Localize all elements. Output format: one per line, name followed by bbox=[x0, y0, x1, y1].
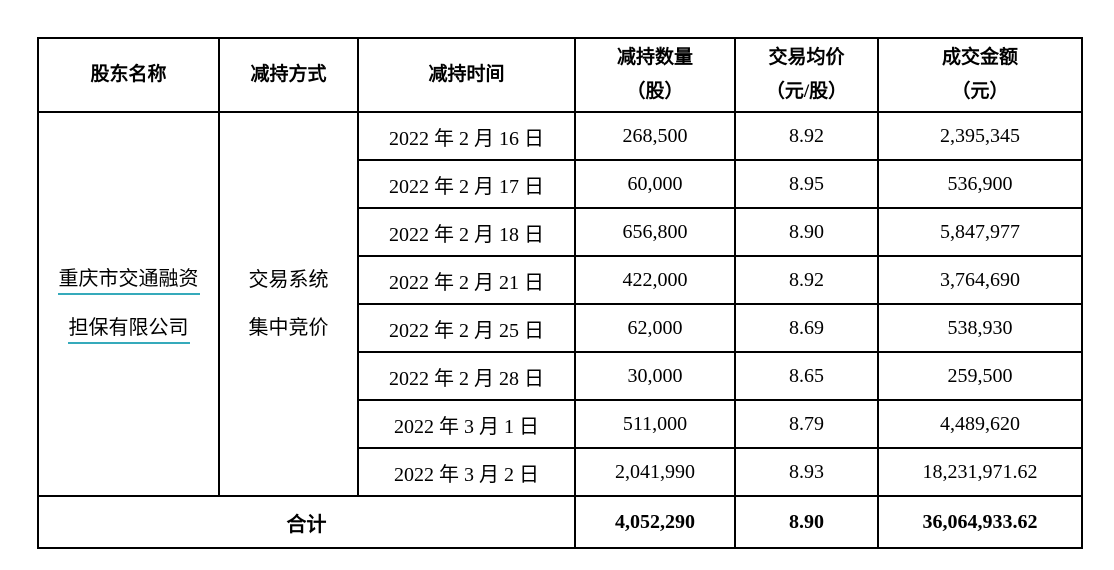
header-transaction-amount: 成交金额 （元） bbox=[877, 37, 1083, 113]
total-price-cell: 8.90 bbox=[734, 495, 879, 549]
amount-cell: 538,930 bbox=[877, 303, 1083, 353]
shareholder-name-link[interactable]: 重庆市交通融资 bbox=[57, 266, 200, 295]
price-cell: 8.69 bbox=[734, 303, 879, 353]
amount-cell: 4,489,620 bbox=[877, 399, 1083, 449]
total-label-cell: 合计 bbox=[37, 495, 576, 549]
table-row: 2022 年 2 月 17 日 60,000 8.95 536,900 bbox=[38, 159, 1083, 209]
total-row: 合计 4,052,290 8.90 36,064,933.62 bbox=[37, 495, 1083, 549]
reduction-method-cell: 交易系统 集中竞价 bbox=[218, 111, 359, 497]
share-reduction-table: 股东名称 减持方式 减持时间 减持数量 （股） 交易均价 （元/股） 成交金额 … bbox=[37, 37, 1083, 549]
header-reduction-method: 减持方式 bbox=[218, 37, 359, 113]
date-cell: 2022 年 2 月 21 日 bbox=[357, 255, 576, 305]
table-header-row: 股东名称 减持方式 减持时间 减持数量 （股） 交易均价 （元/股） 成交金额 … bbox=[37, 37, 1083, 113]
date-cell: 2022 年 3 月 2 日 bbox=[357, 447, 576, 497]
price-cell: 8.92 bbox=[734, 111, 879, 161]
method-line2: 集中竞价 bbox=[248, 317, 329, 339]
shares-cell: 30,000 bbox=[574, 351, 736, 401]
shares-cell: 2,041,990 bbox=[574, 447, 736, 497]
table-row: 2022 年 2 月 28 日 30,000 8.65 259,500 bbox=[38, 351, 1083, 401]
date-cell: 2022 年 3 月 1 日 bbox=[357, 399, 576, 449]
table-row: 重庆市交通融资 担保有限公司 交易系统 集中竞价 2022 年 2 月 16 日… bbox=[37, 111, 1083, 497]
date-cell: 2022 年 2 月 25 日 bbox=[357, 303, 576, 353]
amount-cell: 2,395,345 bbox=[877, 111, 1083, 161]
header-amount-line2: （元） bbox=[951, 81, 1009, 102]
table-row: 2022 年 2 月 25 日 62,000 8.69 538,930 bbox=[38, 303, 1083, 353]
header-price-line1: 交易均价 bbox=[768, 46, 845, 68]
shares-cell: 60,000 bbox=[574, 159, 736, 209]
header-reduction-quantity: 减持数量 （股） bbox=[574, 37, 736, 113]
shares-cell: 422,000 bbox=[574, 255, 736, 305]
price-cell: 8.93 bbox=[734, 447, 879, 497]
shares-cell: 62,000 bbox=[574, 303, 736, 353]
price-cell: 8.92 bbox=[734, 255, 879, 305]
header-quantity-line1: 减持数量 bbox=[616, 46, 693, 68]
shares-cell: 511,000 bbox=[574, 399, 736, 449]
date-cell: 2022 年 2 月 18 日 bbox=[357, 207, 576, 257]
table-row: 2022 年 3 月 1 日 511,000 8.79 4,489,620 bbox=[38, 399, 1083, 449]
date-cell: 2022 年 2 月 28 日 bbox=[357, 351, 576, 401]
header-price-line2: （元/股） bbox=[765, 81, 848, 102]
price-cell: 8.79 bbox=[734, 399, 879, 449]
table-row: 2022 年 3 月 2 日 2,041,990 8.93 18,231,971… bbox=[38, 447, 1083, 497]
header-time-label: 减持时间 bbox=[428, 63, 505, 85]
amount-cell: 18,231,971.62 bbox=[877, 447, 1083, 497]
shares-cell: 656,800 bbox=[574, 207, 736, 257]
amount-cell: 259,500 bbox=[877, 351, 1083, 401]
method-line1: 交易系统 bbox=[248, 269, 329, 291]
amount-cell: 5,847,977 bbox=[877, 207, 1083, 257]
total-shares-cell: 4,052,290 bbox=[574, 495, 736, 549]
table-row: 2022 年 2 月 21 日 422,000 8.92 3,764,690 bbox=[38, 255, 1083, 305]
amount-cell: 3,764,690 bbox=[877, 255, 1083, 305]
header-shareholder-label: 股东名称 bbox=[90, 63, 167, 85]
table-row: 2022 年 2 月 18 日 656,800 8.90 5,847,977 bbox=[38, 207, 1083, 257]
price-cell: 8.65 bbox=[734, 351, 879, 401]
header-quantity-line2: （股） bbox=[626, 81, 684, 102]
shareholder-name-link[interactable]: 担保有限公司 bbox=[67, 315, 190, 344]
header-shareholder-name: 股东名称 bbox=[37, 37, 220, 113]
amount-cell: 536,900 bbox=[877, 159, 1083, 209]
date-cell: 2022 年 2 月 17 日 bbox=[357, 159, 576, 209]
shareholder-name-cell: 重庆市交通融资 担保有限公司 bbox=[37, 111, 220, 497]
shares-cell: 268,500 bbox=[574, 111, 736, 161]
date-cell: 2022 年 2 月 16 日 bbox=[357, 111, 576, 161]
header-method-label: 减持方式 bbox=[250, 63, 327, 85]
price-cell: 8.95 bbox=[734, 159, 879, 209]
header-average-price: 交易均价 （元/股） bbox=[734, 37, 879, 113]
header-amount-line1: 成交金额 bbox=[941, 46, 1018, 68]
price-cell: 8.90 bbox=[734, 207, 879, 257]
header-reduction-time: 减持时间 bbox=[357, 37, 576, 113]
total-amount-cell: 36,064,933.62 bbox=[877, 495, 1083, 549]
